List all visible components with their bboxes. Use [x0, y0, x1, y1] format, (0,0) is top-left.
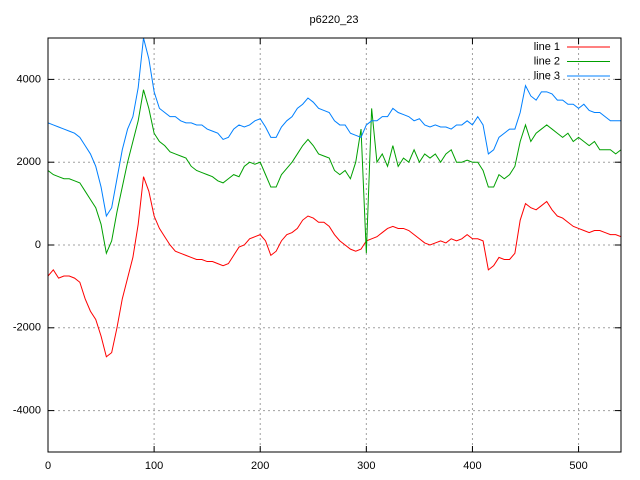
x-tick-label: 500 [569, 460, 587, 472]
y-tick-label: 2000 [17, 156, 41, 168]
data-line [48, 38, 621, 218]
x-tick-label: 400 [463, 460, 481, 472]
y-tick-label: -2000 [13, 322, 41, 334]
legend-label: line 1 [534, 41, 560, 53]
y-tick-label: 0 [35, 239, 41, 251]
x-tick-label: 300 [357, 460, 375, 472]
chart-title: p6220_23 [310, 14, 359, 26]
x-tick-label: 100 [145, 460, 163, 472]
y-tick-label: 4000 [17, 73, 41, 85]
y-tick-label: -4000 [13, 405, 41, 417]
grid [47, 38, 621, 452]
legend-label: line 3 [534, 70, 560, 82]
x-tick-label: 200 [251, 460, 269, 472]
plot-area [48, 38, 621, 358]
data-line [48, 89, 621, 256]
data-line [48, 176, 621, 358]
x-tick-label: 0 [45, 460, 51, 472]
legend-label: line 2 [534, 55, 560, 67]
